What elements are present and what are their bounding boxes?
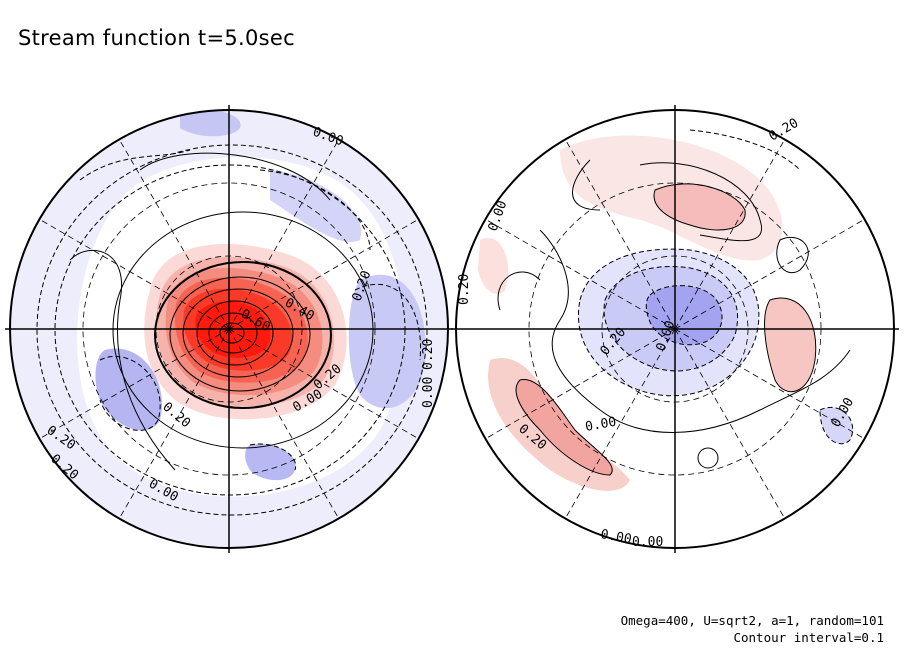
- right-positive-blob-west: [478, 238, 509, 294]
- figure-title: Stream function t=5.0sec: [18, 26, 295, 50]
- contour-label: 0.20: [457, 274, 472, 305]
- left-negative-blob-east: [348, 274, 426, 409]
- contour-label: 0.00: [421, 377, 436, 408]
- right-positive-core-sw: [516, 379, 613, 475]
- left-negative-blob-south: [245, 444, 296, 481]
- left-negative-blob-north: [180, 110, 241, 137]
- right-positive-blob-north: [654, 183, 746, 230]
- right-positive-blob-east: [764, 298, 816, 392]
- right-dashed-contours: [578, 129, 854, 445]
- contour-label: 0.00: [632, 535, 663, 550]
- left-dashed-contours: [36, 144, 428, 516]
- left-negative-blob-sw: [95, 348, 162, 431]
- right-negative-core: [646, 285, 723, 345]
- right-negative-blob-se: [820, 407, 853, 444]
- contour-label: 0.00: [584, 415, 617, 435]
- contour-label: 0.00: [599, 527, 632, 547]
- contour-label: 0.20: [421, 339, 436, 370]
- contour-interval-note: Contour interval=0.1: [733, 630, 884, 645]
- left-negative-band: [270, 170, 362, 242]
- left-axes: [5, 105, 453, 553]
- right-axes: [451, 105, 899, 553]
- parameters-note: Omega=400, U=sqrt2, a=1, random=101: [620, 613, 884, 628]
- left-solid-contours: [69, 152, 374, 471]
